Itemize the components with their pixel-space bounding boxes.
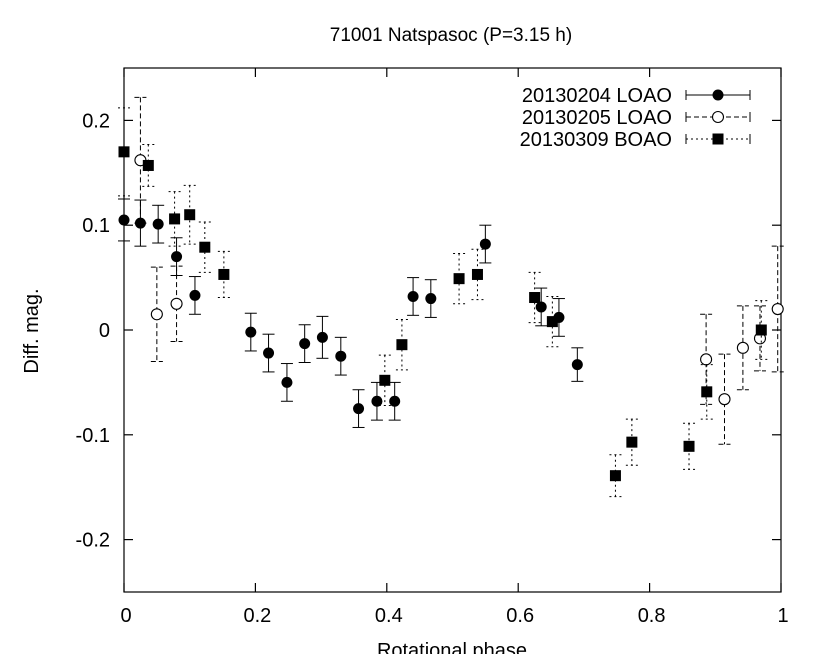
data-point: [425, 293, 437, 305]
data-point: [335, 350, 347, 362]
data-point: [189, 289, 201, 301]
data-point: [546, 316, 558, 328]
data-point: [379, 374, 391, 386]
series-2: [134, 96, 784, 445]
data-point: [453, 273, 465, 285]
axis-ticks: 0.2 0.1 0 -0.1 -0.2 0 0.2 0.4 0.6 0.8 1: [76, 68, 789, 627]
x-tick-label: 0.2: [243, 605, 271, 627]
y-axis-label: Diff. mag.: [21, 288, 43, 373]
y-tick-label: -0.1: [76, 425, 110, 447]
x-tick-label: 0: [120, 605, 131, 627]
data-point: [316, 331, 328, 343]
data-point: [771, 302, 784, 316]
data-point: [170, 297, 183, 310]
data-point: [701, 386, 713, 398]
data-point: [700, 353, 713, 366]
data-point: [245, 326, 257, 338]
data-point: [150, 308, 163, 321]
x-tick-label: 0.4: [375, 605, 403, 627]
data-points: [118, 96, 784, 498]
legend-marker: [711, 110, 725, 124]
legend-marker: [712, 89, 724, 101]
data-point: [371, 395, 383, 407]
data-point: [281, 376, 293, 388]
data-point: [755, 324, 767, 336]
data-point: [299, 338, 311, 350]
y-tick-label: 0.2: [82, 110, 110, 132]
y-tick-label: -0.2: [76, 530, 110, 552]
data-point: [736, 341, 749, 354]
data-point: [479, 238, 491, 250]
data-point: [571, 359, 583, 371]
data-point: [218, 268, 230, 280]
series-3: [118, 107, 768, 498]
data-point: [171, 251, 183, 263]
chart-title: 71001 Natspasoc (P=3.15 h): [330, 25, 572, 46]
legend-label: 20130205 LOAO: [522, 107, 672, 129]
data-point: [118, 146, 130, 158]
legend-label: 20130309 BOAO: [520, 129, 672, 151]
x-tick-label: 0.6: [506, 605, 534, 627]
data-point: [529, 292, 541, 304]
data-point: [535, 301, 547, 313]
data-point: [184, 209, 196, 221]
legend-marker: [712, 133, 724, 145]
data-point: [683, 440, 695, 452]
data-point: [199, 241, 211, 253]
data-point: [718, 393, 731, 406]
data-point: [626, 436, 638, 448]
data-point: [407, 290, 419, 302]
data-point: [353, 403, 365, 415]
data-point: [263, 347, 275, 359]
x-tick-label: 0.8: [638, 605, 666, 627]
data-point: [389, 395, 401, 407]
series-1: [118, 198, 584, 428]
data-point: [142, 159, 154, 171]
data-point: [396, 339, 408, 351]
data-point: [152, 218, 164, 230]
data-point: [118, 214, 130, 226]
data-point: [134, 217, 146, 229]
data-point: [609, 470, 621, 482]
data-point: [471, 268, 483, 280]
data-point: [169, 213, 181, 225]
y-tick-label: 0.1: [82, 215, 110, 237]
plot-frame: [123, 67, 782, 593]
y-tick-label: 0: [99, 320, 110, 342]
x-axis-label: Rotational phase: [377, 640, 527, 654]
x-tick-label: 1: [777, 605, 788, 627]
legend-label: 20130204 LOAO: [522, 85, 672, 107]
